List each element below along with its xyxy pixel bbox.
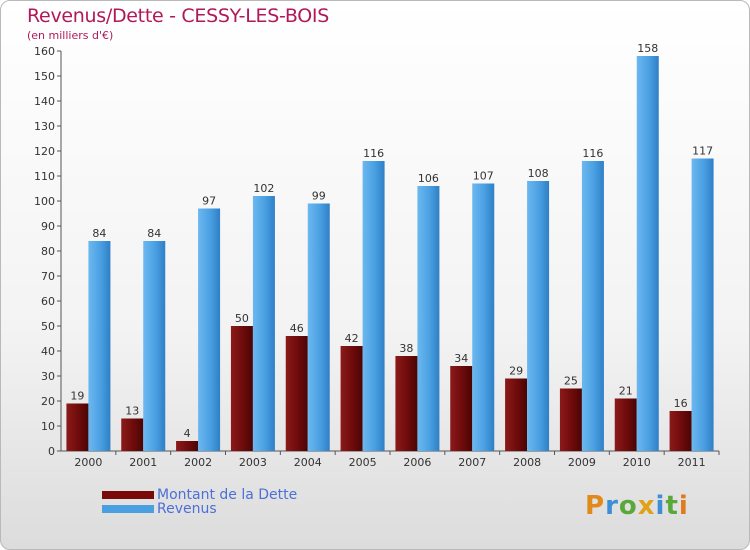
data-label-dette: 50 bbox=[235, 312, 249, 325]
bar-revenus bbox=[527, 181, 550, 451]
legend-item-revenus: Revenus bbox=[102, 501, 217, 517]
logo-letter: i bbox=[678, 491, 689, 521]
y-tick-label: 10 bbox=[41, 420, 55, 433]
data-label-dette: 16 bbox=[674, 397, 688, 410]
bar-revenus bbox=[252, 196, 275, 451]
data-labels: 19 84 13 84 4 97 50 102 46 99 42 116 38 106 34 107 29 108… bbox=[70, 42, 713, 440]
data-label-dette: 4 bbox=[184, 427, 191, 440]
data-label-revenus: 117 bbox=[692, 145, 713, 158]
y-tick-label: 50 bbox=[41, 320, 55, 333]
bar-revenus bbox=[362, 161, 385, 451]
x-tick-label: 2000 bbox=[74, 456, 102, 469]
data-label-revenus: 106 bbox=[418, 172, 439, 185]
bar-dette bbox=[559, 388, 582, 451]
y-tick-label: 70 bbox=[41, 270, 55, 283]
legend-swatch-revenus bbox=[102, 505, 154, 513]
bar-dette bbox=[66, 403, 89, 451]
logo-letter: r bbox=[605, 491, 619, 521]
y-tick-label: 0 bbox=[48, 445, 55, 458]
x-tick-label: 2001 bbox=[129, 456, 157, 469]
legend-swatch-dette bbox=[102, 491, 154, 499]
data-label-dette: 34 bbox=[454, 352, 468, 365]
bar-dette bbox=[340, 346, 363, 451]
bar-dette bbox=[669, 411, 692, 451]
y-tick-label: 100 bbox=[34, 195, 55, 208]
data-label-dette: 13 bbox=[125, 405, 139, 418]
data-label-revenus: 116 bbox=[582, 147, 603, 160]
bar-dette bbox=[505, 378, 528, 451]
data-label-dette: 19 bbox=[70, 390, 84, 403]
bar-revenus bbox=[691, 158, 714, 451]
bar-dette bbox=[614, 398, 637, 451]
x-tick-label: 2009 bbox=[568, 456, 596, 469]
x-tick-label: 2003 bbox=[239, 456, 267, 469]
y-tick-label: 20 bbox=[41, 395, 55, 408]
logo-letter: x bbox=[637, 491, 656, 521]
legend-label-revenus: Revenus bbox=[157, 501, 217, 517]
data-label-dette: 38 bbox=[399, 342, 413, 355]
x-tick-label: 2005 bbox=[349, 456, 377, 469]
bar-revenus bbox=[143, 241, 166, 451]
bar-revenus bbox=[472, 183, 495, 451]
y-tick-label: 140 bbox=[34, 95, 55, 108]
x-tick-label: 2002 bbox=[184, 456, 212, 469]
data-label-revenus: 97 bbox=[202, 195, 216, 208]
data-label-dette: 42 bbox=[345, 332, 359, 345]
logo-letter: t bbox=[665, 491, 679, 521]
data-label-revenus: 107 bbox=[473, 170, 494, 183]
y-tick-label: 30 bbox=[41, 370, 55, 383]
legend-item-dette: Montant de la Dette bbox=[102, 487, 297, 503]
proxiti-logo: Proxiti bbox=[585, 491, 689, 521]
data-label-dette: 21 bbox=[619, 385, 633, 398]
bar-dette bbox=[230, 326, 253, 451]
bar-revenus bbox=[198, 208, 221, 451]
y-tick-label: 120 bbox=[34, 145, 55, 158]
y-tick-label: 80 bbox=[41, 245, 55, 258]
data-label-revenus: 84 bbox=[147, 227, 161, 240]
bar-dette bbox=[121, 418, 144, 451]
data-label-revenus: 108 bbox=[528, 167, 549, 180]
logo-letter: i bbox=[655, 491, 666, 521]
bars bbox=[66, 56, 714, 451]
y-tick-label: 160 bbox=[34, 45, 55, 58]
data-label-revenus: 99 bbox=[312, 190, 326, 203]
x-tick-label: 2007 bbox=[458, 456, 486, 469]
bar-dette bbox=[285, 336, 308, 451]
data-label-revenus: 84 bbox=[92, 227, 106, 240]
data-label-revenus: 158 bbox=[637, 42, 658, 55]
bar-revenus bbox=[581, 161, 604, 451]
logo-letter: P bbox=[585, 491, 606, 521]
bar-dette bbox=[176, 441, 199, 451]
bar-revenus bbox=[636, 56, 659, 451]
y-tick-label: 110 bbox=[34, 170, 55, 183]
data-label-dette: 46 bbox=[290, 322, 304, 335]
bar-revenus bbox=[88, 241, 111, 451]
x-tick-label: 2011 bbox=[678, 456, 706, 469]
y-tick-label: 40 bbox=[41, 345, 55, 358]
x-tick-label: 2006 bbox=[403, 456, 431, 469]
bar-dette bbox=[395, 356, 418, 451]
data-label-revenus: 102 bbox=[253, 182, 274, 195]
data-label-dette: 25 bbox=[564, 375, 578, 388]
bar-dette bbox=[450, 366, 473, 451]
axes: 0 10 20 30 40 50 60 70 80 90 100 110 120 130 140 150 160… bbox=[34, 45, 720, 469]
logo-letter: o bbox=[618, 491, 638, 521]
bar-revenus bbox=[417, 186, 440, 451]
y-tick-label: 90 bbox=[41, 220, 55, 233]
x-tick-label: 2004 bbox=[294, 456, 322, 469]
x-tick-label: 2008 bbox=[513, 456, 541, 469]
x-tick-label: 2010 bbox=[623, 456, 651, 469]
chart-title: Revenus/Dette - CESSY-LES-BOIS bbox=[27, 5, 329, 27]
unit-label: (en milliers d'€) bbox=[27, 29, 114, 42]
bar-revenus bbox=[307, 203, 330, 451]
data-label-dette: 29 bbox=[509, 365, 523, 378]
data-label-revenus: 116 bbox=[363, 147, 384, 160]
y-tick-label: 130 bbox=[34, 120, 55, 133]
y-tick-label: 150 bbox=[34, 70, 55, 83]
y-tick-label: 60 bbox=[41, 295, 55, 308]
legend-label-dette: Montant de la Dette bbox=[157, 487, 298, 503]
